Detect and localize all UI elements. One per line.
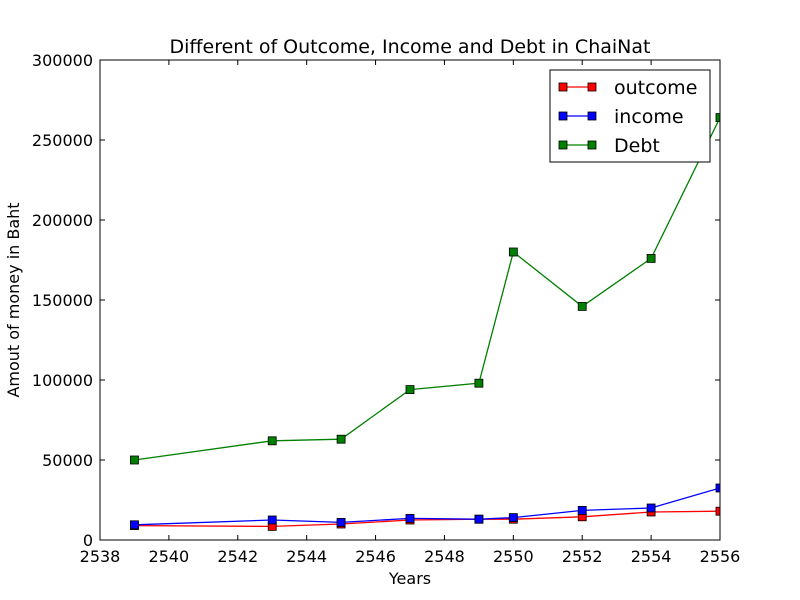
- legend-label: income: [614, 106, 684, 128]
- x-axis-label: Years: [388, 569, 431, 588]
- x-tick-label: 2548: [424, 547, 465, 566]
- data-point-income: [646, 503, 656, 513]
- x-tick-label: 2540: [149, 547, 190, 566]
- y-tick-label: 300000: [32, 51, 93, 70]
- x-tick-label: 2542: [217, 547, 258, 566]
- data-point-income: [508, 513, 518, 522]
- data-point-debt: [577, 301, 587, 311]
- x-tick-label: 2546: [355, 547, 396, 566]
- legend-marker: [558, 111, 568, 121]
- x-tick-label: 2552: [562, 547, 603, 566]
- legend-label: Debt: [614, 135, 660, 157]
- data-point-debt: [646, 253, 656, 263]
- data-point-debt: [405, 385, 415, 395]
- y-tick-label: 150000: [32, 291, 93, 310]
- data-point-income: [336, 518, 346, 527]
- legend-label: outcome: [614, 77, 697, 99]
- y-tick-label: 100000: [32, 371, 93, 390]
- series-line-debt: [134, 117, 720, 461]
- chart-title: Different of Outcome, Income and Debt in…: [170, 36, 651, 58]
- data-point-income: [267, 515, 277, 525]
- legend-marker: [587, 140, 597, 150]
- x-tick-label: 2556: [700, 547, 741, 566]
- data-point-debt: [130, 455, 139, 465]
- x-tick-label: 2538: [80, 547, 121, 566]
- data-point-income: [715, 483, 720, 493]
- y-tick-label: 250000: [32, 131, 93, 150]
- data-point-debt: [267, 436, 277, 446]
- y-tick-label: 0: [83, 531, 93, 550]
- x-tick-label: 2550: [493, 547, 534, 566]
- legend-marker: [558, 82, 568, 92]
- plot-area: [130, 113, 720, 531]
- data-point-income: [405, 514, 415, 523]
- data-point-income: [474, 514, 484, 524]
- legend: outcome income Debt: [549, 69, 711, 163]
- legend-marker: [587, 111, 597, 121]
- x-tick-label: 2554: [631, 547, 672, 566]
- data-point-debt: [474, 378, 484, 388]
- legend-marker: [587, 82, 597, 92]
- data-point-income: [577, 505, 587, 515]
- data-point-debt: [508, 247, 518, 257]
- legend-marker: [558, 140, 568, 150]
- data-point-outcome: [715, 506, 720, 516]
- data-point-debt: [715, 113, 720, 122]
- x-tick-label: 2544: [286, 547, 327, 566]
- axis-ticks: 2538 2540 2542 2544 2546 2548 2550 2552 2554 2556…: [32, 51, 740, 566]
- legend-box: [549, 69, 711, 163]
- y-tick-label: 50000: [42, 451, 93, 470]
- data-point-debt: [336, 434, 346, 444]
- data-point-income: [130, 520, 139, 530]
- y-axis-label: Amout of money in Baht: [4, 202, 23, 397]
- y-tick-label: 200000: [32, 211, 93, 230]
